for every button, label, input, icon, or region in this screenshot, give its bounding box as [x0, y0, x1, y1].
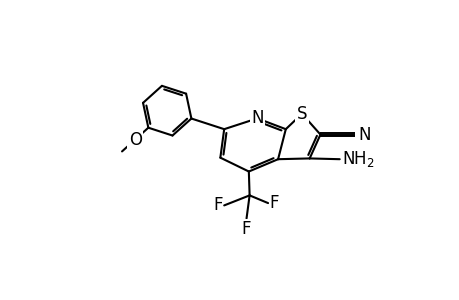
Text: S: S	[296, 105, 307, 123]
Text: N: N	[251, 110, 263, 128]
Text: F: F	[213, 196, 222, 214]
Text: N: N	[358, 126, 370, 144]
Text: NH$_2$: NH$_2$	[341, 149, 374, 169]
Text: O: O	[129, 130, 141, 148]
Text: F: F	[269, 194, 279, 212]
Text: F: F	[241, 220, 251, 238]
